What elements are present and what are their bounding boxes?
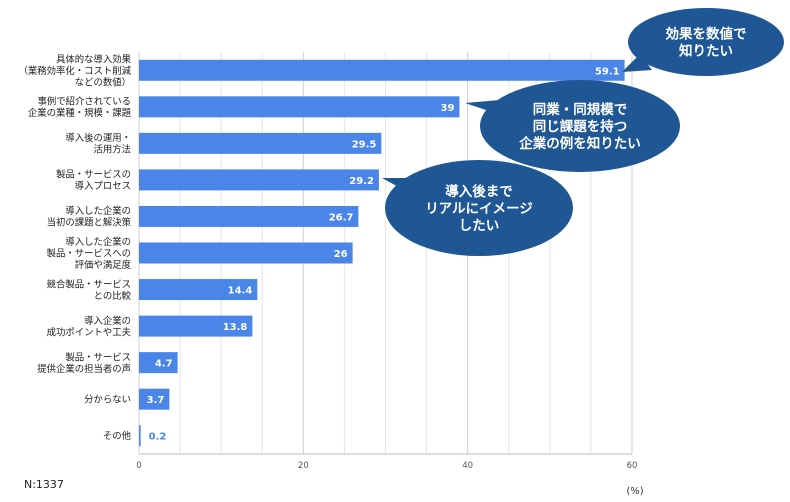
bar [139, 242, 353, 264]
bar [139, 352, 178, 374]
bar-value-label: 14.4 [228, 286, 253, 297]
category-label: 導入した企業の当初の課題と解決策 [47, 205, 132, 229]
callout-bubble [385, 160, 573, 256]
bar-value-label: 39 [441, 103, 455, 114]
bar [139, 59, 625, 81]
bar-value-label: 13.8 [223, 322, 248, 333]
bar-value-label: 59.1 [595, 66, 620, 77]
x-tick-label: 20 [298, 461, 309, 471]
sample-size-note: N:1337 [24, 478, 64, 491]
x-tick-label: 0 [136, 461, 141, 471]
bar [139, 96, 460, 118]
bar [139, 169, 379, 191]
bar [139, 425, 141, 447]
category-label: 導入後の運用・活用方法 [65, 132, 131, 156]
bar [139, 315, 253, 337]
callout-bubble [628, 8, 784, 76]
category-label: 導入企業の成功ポイントや工夫 [47, 315, 132, 339]
category-label: 製品・サービス提供企業の担当者の声 [37, 351, 131, 375]
bar-value-label: 29.2 [349, 176, 374, 187]
category-label: 事例で紹介されている企業の業種・規模・課題 [28, 96, 132, 120]
bar-value-label: 29.5 [352, 139, 377, 150]
bar-value-label: 4.7 [155, 359, 173, 370]
callout-text: 同業・同規模で同じ課題を持つ企業の例を知りたい [518, 101, 641, 152]
category-label: 具体的な導入効果（業務効率化・コスト削減などの数値） [18, 53, 131, 88]
category-label: その他 [103, 430, 132, 442]
callout-text: 効果を数値で知りたい [666, 25, 747, 59]
x-tick-label: 40 [462, 461, 473, 471]
x-tick-label: 60 [627, 461, 638, 471]
bar [139, 205, 359, 227]
bar-value-label: 26 [334, 249, 348, 260]
bar [139, 132, 382, 154]
bar-value-label: 0.2 [149, 432, 167, 443]
category-label: 製品・サービスの導入プロセス [56, 169, 131, 193]
x-unit-label: (%) [626, 486, 643, 497]
bar-value-label: 26.7 [329, 212, 354, 223]
bar-value-label: 3.7 [147, 395, 165, 406]
category-label: 競合製品・サービスとの比較 [47, 278, 132, 302]
callout-text: 導入後までリアルにイメージしたい [425, 183, 533, 234]
category-label: 分からない [84, 395, 131, 406]
callout-bubble [480, 80, 680, 172]
category-label: 導入した企業の製品・サービスへの評価や満足度 [47, 236, 131, 271]
bar [139, 388, 170, 410]
callout-tail [622, 54, 652, 72]
bar [139, 279, 258, 301]
